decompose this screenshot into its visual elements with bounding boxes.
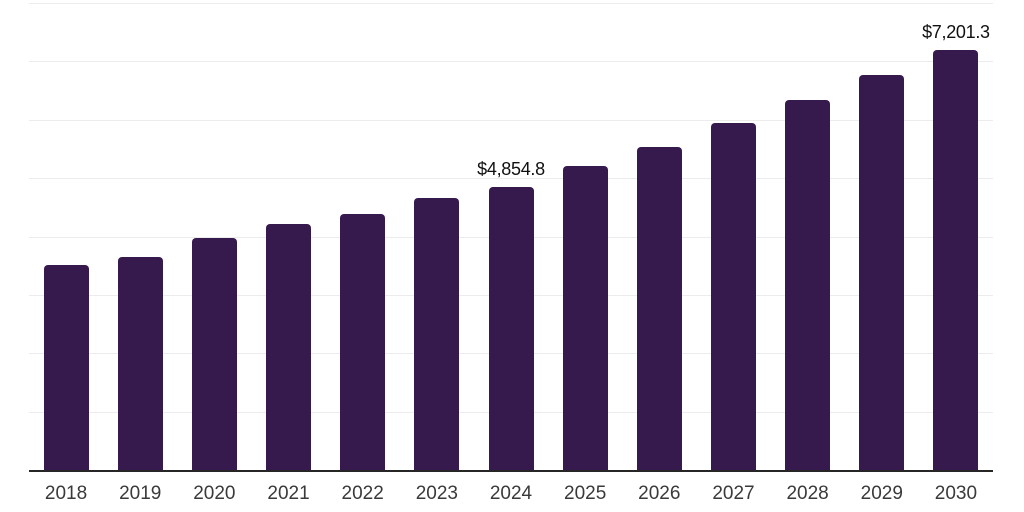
x-axis-label: 2024	[489, 483, 533, 504]
bar-2021	[266, 223, 312, 470]
bar-2022	[340, 213, 386, 470]
bar-2028	[785, 99, 831, 470]
bar-2023	[414, 197, 460, 470]
x-axis-label: 2019	[119, 483, 162, 504]
bar-value-label: $7,201.3	[922, 21, 990, 42]
x-axis-label: 2023	[415, 483, 458, 504]
x-axis-label: 2022	[341, 483, 384, 504]
x-axis-label: 2027	[712, 483, 755, 504]
x-axis-label: 2029	[860, 483, 903, 504]
bar-2025	[562, 165, 608, 470]
gridline	[29, 119, 993, 121]
gridline	[29, 178, 993, 180]
x-axis-label: 2018	[44, 483, 88, 504]
x-axis-line	[29, 470, 993, 472]
x-axis-label: 2030	[934, 483, 978, 504]
x-axis-label: 2021	[267, 483, 310, 504]
x-axis-label: 2028	[786, 483, 829, 504]
bar-2020	[191, 237, 237, 470]
bar-2030	[933, 49, 979, 470]
x-axis-label: 2026	[638, 483, 681, 504]
bar-2018	[43, 264, 89, 470]
gridline	[29, 3, 993, 4]
x-axis-label: 2020	[193, 483, 236, 504]
bar-2029	[859, 74, 905, 470]
x-axis-label: 2025	[564, 483, 607, 504]
bar-2019	[117, 256, 163, 470]
bar-2026	[636, 146, 682, 470]
bar-2024	[488, 186, 534, 470]
gridline	[29, 61, 993, 63]
bar-2027	[710, 122, 756, 470]
bar-value-label: $4,854.8	[477, 158, 545, 179]
